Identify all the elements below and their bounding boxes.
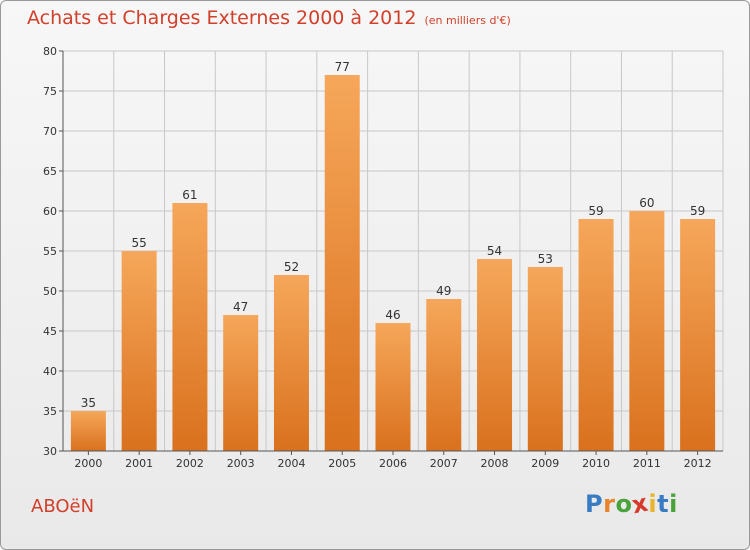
- bar-value-label: 54: [487, 244, 502, 258]
- logo-letter: i: [648, 490, 658, 518]
- x-tick-label: 2009: [531, 457, 559, 470]
- bar-2012: [680, 219, 716, 451]
- logo-letter: P: [585, 490, 604, 518]
- bar-value-label: 61: [182, 188, 197, 202]
- x-tick-label: 2011: [633, 457, 661, 470]
- bar-2007: [426, 299, 462, 451]
- x-tick-label: 2003: [227, 457, 255, 470]
- bar-2008: [477, 259, 513, 451]
- commune-name: ABOëN: [31, 496, 95, 517]
- x-tick-label: 2010: [582, 457, 610, 470]
- bar-value-label: 60: [639, 196, 654, 210]
- title-line: Achats et Charges Externes 2000 à 2012 (e…: [27, 7, 511, 29]
- x-tick-label: 2004: [277, 457, 305, 470]
- chart-subtitle: (en milliers d'€): [424, 14, 511, 27]
- x-tick-label: 2005: [328, 457, 356, 470]
- bar-value-label: 59: [690, 204, 705, 218]
- y-tick-label: 35: [43, 405, 57, 418]
- x-tick-label: 2008: [481, 457, 509, 470]
- bar-2003: [223, 315, 259, 451]
- bar-value-label: 55: [132, 236, 147, 250]
- bar-2004: [273, 275, 309, 451]
- chart-title: Achats et Charges Externes 2000 à 2012: [27, 7, 417, 29]
- bar-2009: [527, 267, 563, 451]
- y-tick-label: 70: [43, 125, 57, 138]
- y-tick-label: 55: [43, 245, 57, 258]
- bar-value-label: 49: [436, 284, 451, 298]
- y-tick-label: 60: [43, 205, 57, 218]
- y-tick-label: 45: [43, 325, 57, 338]
- x-tick-label: 2007: [430, 457, 458, 470]
- bar-value-label: 46: [385, 308, 400, 322]
- bar-value-label: 52: [284, 260, 299, 274]
- y-tick-label: 75: [43, 85, 57, 98]
- bar-value-label: 59: [588, 204, 603, 218]
- bar-2010: [578, 219, 614, 451]
- x-tick-label: 2000: [74, 457, 102, 470]
- y-tick-label: 65: [43, 165, 57, 178]
- bar-value-label: 35: [81, 396, 96, 410]
- proxiti-logo: Proxiti: [585, 489, 678, 520]
- logo-letter: o: [615, 490, 633, 518]
- bar-2011: [629, 211, 665, 451]
- x-tick-label: 2006: [379, 457, 407, 470]
- x-tick-label: 2002: [176, 457, 204, 470]
- bar-2005: [324, 75, 360, 451]
- logo-letter: i: [669, 490, 678, 518]
- x-tick-label: 2012: [684, 457, 712, 470]
- bar-value-label: 53: [538, 252, 553, 266]
- bar-value-label: 77: [335, 60, 350, 74]
- bar-2000: [70, 411, 106, 451]
- logo-letter: t: [657, 490, 670, 518]
- x-tick-label: 2001: [125, 457, 153, 470]
- y-tick-label: 30: [43, 445, 57, 458]
- bar-2006: [375, 323, 411, 451]
- bar-2002: [172, 203, 208, 451]
- y-tick-label: 80: [43, 45, 57, 58]
- logo-letter: r: [603, 490, 616, 518]
- y-tick-label: 40: [43, 365, 57, 378]
- bar-value-label: 47: [233, 300, 248, 314]
- bar-2001: [121, 251, 157, 451]
- y-tick-label: 50: [43, 285, 57, 298]
